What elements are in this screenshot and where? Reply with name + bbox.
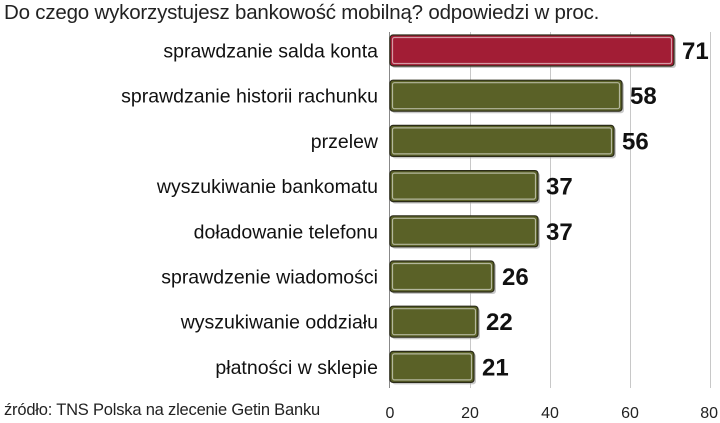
category-label: doładowanie telefonu bbox=[194, 221, 378, 243]
bar-inner-frame bbox=[391, 172, 537, 200]
value-label: 37 bbox=[546, 174, 573, 201]
bars: sprawdzanie salda konta 71 sprawdzanie his… bbox=[121, 34, 709, 385]
source-note: źródło: TNS Polska na zlecenie Getin Ban… bbox=[4, 401, 320, 419]
bar bbox=[389, 305, 479, 338]
category-label: sprawdzanie salda konta bbox=[163, 41, 378, 63]
bar bbox=[389, 170, 539, 203]
category-label: wyszukiwanie bankomatu bbox=[156, 176, 378, 198]
bar bbox=[389, 215, 539, 248]
bar-inner-frame bbox=[391, 217, 537, 245]
category-label: wyszukiwanie oddziału bbox=[180, 312, 378, 334]
value-label: 26 bbox=[502, 264, 529, 291]
x-axis-ticks: 0 20 40 60 80 bbox=[386, 405, 719, 422]
category-label: sprawdzenie wiadomości bbox=[161, 267, 378, 289]
category-label: przelew bbox=[311, 131, 379, 153]
bar-inner-frame bbox=[391, 308, 477, 336]
value-label: 71 bbox=[682, 38, 709, 65]
category-label: sprawdzanie historii rachunku bbox=[121, 86, 378, 108]
bar bbox=[389, 350, 475, 383]
x-tick-label: 40 bbox=[541, 405, 559, 422]
chart-title: Do czego wykorzystujesz bankowość mobiln… bbox=[4, 1, 600, 24]
x-tick-label: 60 bbox=[621, 405, 639, 422]
value-label: 37 bbox=[546, 219, 573, 246]
bar-inner-frame bbox=[391, 82, 621, 110]
bar-inner-frame bbox=[391, 127, 613, 155]
x-tick-label: 80 bbox=[700, 405, 718, 422]
category-label: płatności w sklepie bbox=[215, 357, 378, 379]
bar-inner-frame bbox=[391, 262, 493, 291]
value-label: 58 bbox=[630, 83, 657, 110]
value-label: 22 bbox=[486, 309, 513, 336]
x-tick-label: 20 bbox=[461, 405, 479, 422]
bar bbox=[389, 124, 615, 158]
bar-inner-frame bbox=[391, 353, 473, 381]
value-label: 21 bbox=[482, 354, 509, 381]
bar-inner-frame bbox=[391, 36, 673, 65]
value-label: 56 bbox=[622, 128, 649, 155]
bar bbox=[389, 34, 675, 67]
bar bbox=[389, 260, 495, 293]
bar bbox=[389, 79, 623, 112]
x-tick-label: 0 bbox=[386, 405, 395, 422]
